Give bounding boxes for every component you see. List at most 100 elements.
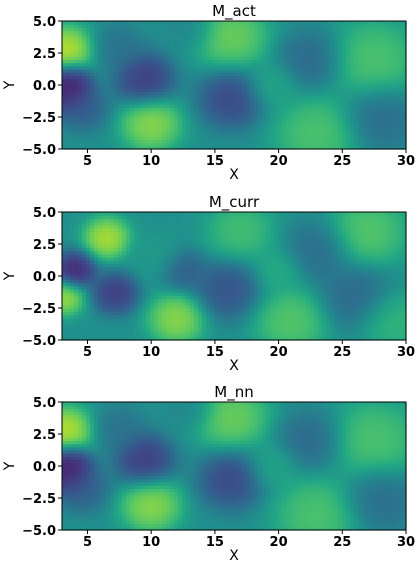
y-tick-label: 2.5 bbox=[33, 47, 56, 62]
heatmap-cell bbox=[102, 21, 107, 25]
heatmap-cell bbox=[326, 21, 331, 25]
heatmap-cell bbox=[170, 21, 175, 25]
heatmap-cell bbox=[358, 21, 363, 25]
heatmap-cell bbox=[122, 212, 127, 216]
heatmap-cell bbox=[126, 212, 131, 216]
heatmap-cell bbox=[138, 212, 143, 216]
heatmap-cell bbox=[70, 21, 75, 25]
heatmap-cell bbox=[202, 21, 207, 25]
y-axis-label: Y bbox=[2, 80, 18, 90]
heatmap-cell bbox=[394, 21, 399, 25]
x-tick-label: 25 bbox=[333, 154, 351, 169]
heatmap-cell bbox=[226, 21, 231, 25]
heatmap-cell bbox=[138, 21, 143, 25]
y-tick-label: −2.5 bbox=[22, 111, 56, 126]
heatmap-cell bbox=[62, 212, 67, 216]
heatmap-cell bbox=[374, 21, 379, 25]
heatmap-cell bbox=[294, 21, 299, 25]
heatmap-cell bbox=[398, 21, 403, 25]
x-tick-label: 5 bbox=[83, 154, 92, 169]
heatmap-cell bbox=[174, 21, 179, 25]
heatmap-cell bbox=[98, 212, 103, 216]
heatmap-cell bbox=[86, 212, 91, 216]
heatmap-cell bbox=[78, 21, 83, 25]
heatmap-cell bbox=[302, 21, 307, 25]
heatmap-cell bbox=[206, 21, 211, 25]
heatmap-cell bbox=[286, 21, 291, 25]
x-tick-label: 10 bbox=[142, 154, 160, 169]
heatmap-cell bbox=[130, 212, 135, 216]
heatmap-cell bbox=[382, 21, 387, 25]
heatmap-cell bbox=[66, 212, 71, 216]
heatmap-cell bbox=[250, 21, 255, 25]
heatmap-cell bbox=[146, 212, 151, 216]
heatmap-cell bbox=[334, 21, 339, 25]
heatmap-cell bbox=[114, 212, 119, 216]
heatmap-cell bbox=[322, 21, 327, 25]
heatmap-cell bbox=[218, 21, 223, 25]
heatmap-cell bbox=[162, 21, 167, 25]
heatmap-cell bbox=[118, 212, 123, 216]
heatmap-cell bbox=[162, 212, 167, 216]
heatmap-cell bbox=[166, 212, 171, 216]
heatmap-cell bbox=[194, 212, 199, 216]
heatmap-cell bbox=[106, 212, 111, 216]
heatmap-cell bbox=[350, 21, 355, 25]
heatmap-cell bbox=[254, 21, 259, 25]
heatmap-cell bbox=[98, 21, 103, 25]
heatmap-cell bbox=[82, 212, 87, 216]
heatmap-cell bbox=[142, 212, 147, 216]
heatmap-cell bbox=[194, 21, 199, 25]
heatmap-cell bbox=[122, 21, 127, 25]
heatmap-cell bbox=[298, 21, 303, 25]
heatmap-cell bbox=[166, 21, 171, 25]
heatmap-cell bbox=[82, 21, 87, 25]
heatmap-cell bbox=[142, 21, 147, 25]
heatmap-cell bbox=[198, 21, 203, 25]
x-tick-label: 20 bbox=[270, 154, 288, 169]
heatmap-cell bbox=[106, 21, 111, 25]
heatmap-cell bbox=[70, 212, 75, 216]
heatmap-cell bbox=[222, 21, 227, 25]
heatmap-cell bbox=[118, 21, 123, 25]
heatmap-cell bbox=[94, 212, 99, 216]
heatmap-cell bbox=[134, 212, 139, 216]
heatmap-cell bbox=[342, 21, 347, 25]
heatmap-cell bbox=[206, 212, 211, 216]
heatmap-cell bbox=[158, 212, 163, 216]
plot-title: M_act bbox=[212, 2, 256, 21]
y-tick-label: −5.0 bbox=[22, 143, 56, 158]
heatmap-cell bbox=[318, 21, 323, 25]
x-tick-label: 30 bbox=[397, 154, 415, 169]
heatmap-cell bbox=[362, 21, 367, 25]
heatmap-cell bbox=[310, 21, 315, 25]
heatmap-cell bbox=[214, 21, 219, 25]
heatmap-cell bbox=[170, 212, 175, 216]
heatmap-cell bbox=[78, 212, 83, 216]
heatmap-cell bbox=[230, 21, 235, 25]
heatmap-cell bbox=[190, 212, 195, 216]
heatmap-cell bbox=[154, 21, 159, 25]
heatmap-cell bbox=[282, 21, 287, 25]
heatmap-cell bbox=[210, 21, 215, 25]
heatmap-cell bbox=[390, 21, 395, 25]
heatmap-cells bbox=[62, 21, 407, 150]
heatmap-cell bbox=[386, 21, 391, 25]
heatmap-cell bbox=[186, 21, 191, 25]
heatmap-cell bbox=[202, 212, 207, 216]
heatmap-cell bbox=[158, 21, 163, 25]
heatmap-cell bbox=[150, 212, 155, 216]
heatmap-cell bbox=[150, 21, 155, 25]
heatmap-cell bbox=[246, 21, 251, 25]
heatmap-cell bbox=[290, 21, 295, 25]
x-axis-label: X bbox=[229, 167, 239, 183]
heatmap-cell bbox=[354, 21, 359, 25]
heatmap-cell bbox=[330, 21, 335, 25]
heatmap-cell bbox=[110, 212, 115, 216]
heatmap-cell bbox=[110, 21, 115, 25]
heatmap-cell bbox=[66, 21, 71, 25]
heatmap-cells bbox=[62, 212, 407, 341]
heatmap-cell bbox=[186, 212, 191, 216]
heatmap-cell bbox=[278, 21, 283, 25]
